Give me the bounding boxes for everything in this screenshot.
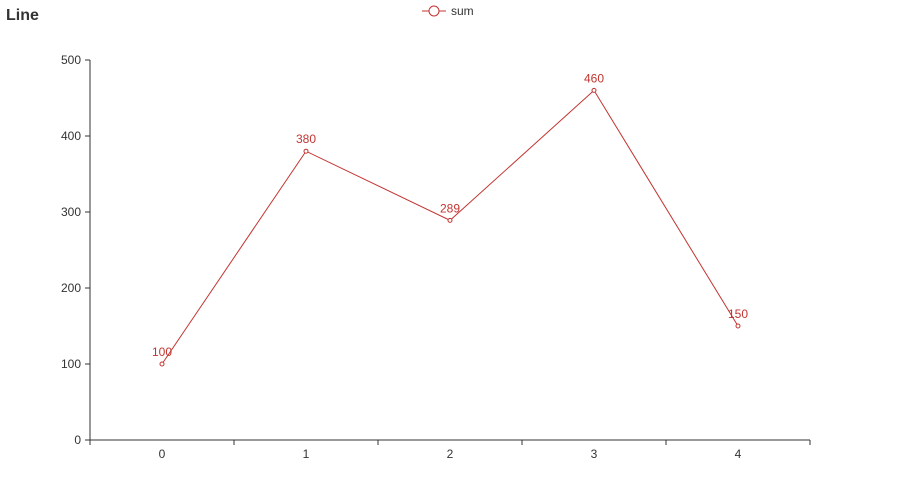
data-point bbox=[591, 87, 597, 93]
data-label: 150 bbox=[728, 307, 748, 321]
legend-label-sum: sum bbox=[451, 4, 474, 18]
legend[interactable]: sum bbox=[422, 4, 474, 18]
data-label: 289 bbox=[440, 201, 460, 215]
data-point bbox=[159, 361, 165, 367]
y-tick-label: 200 bbox=[61, 281, 81, 295]
x-tick-label: 1 bbox=[303, 447, 310, 461]
y-tick-label: 100 bbox=[61, 357, 81, 371]
y-tick-label: 300 bbox=[61, 205, 81, 219]
x-tick-label: 0 bbox=[159, 447, 166, 461]
y-tick-label: 400 bbox=[61, 129, 81, 143]
chart-title: Line bbox=[6, 7, 39, 24]
data-point bbox=[303, 148, 309, 154]
series-line-sum bbox=[161, 89, 739, 365]
x-tick-label: 4 bbox=[735, 447, 742, 461]
x-tick-label: 2 bbox=[447, 447, 454, 461]
data-label: 380 bbox=[296, 132, 316, 146]
x-tick-label: 3 bbox=[591, 447, 598, 461]
y-tick-label: 0 bbox=[74, 433, 81, 447]
data-point bbox=[447, 217, 453, 223]
data-point bbox=[735, 323, 741, 329]
data-label: 100 bbox=[152, 345, 172, 359]
legend-line-marker-icon bbox=[422, 5, 446, 17]
data-label: 460 bbox=[584, 71, 604, 85]
y-tick-label: 500 bbox=[61, 53, 81, 67]
